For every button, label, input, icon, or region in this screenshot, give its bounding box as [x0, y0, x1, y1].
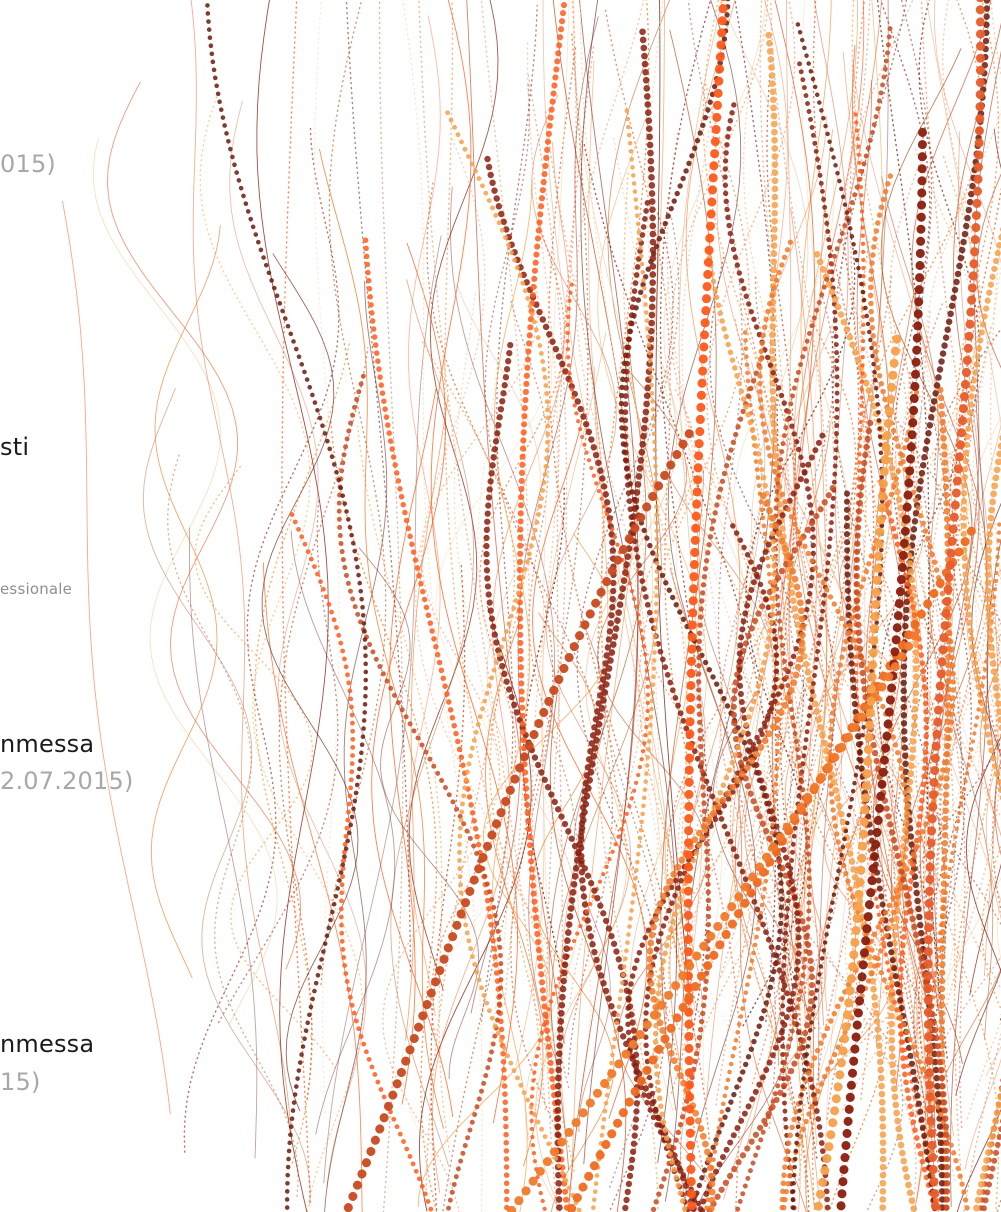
text-line-nmessa-2: nmessa [0, 1030, 95, 1058]
text-line-015: 015) [0, 150, 56, 178]
text-line-essionale: essionale [0, 580, 73, 598]
text-line-15: 15) [0, 1068, 41, 1096]
text-line-nmessa-1: nmessa [0, 730, 95, 758]
text-line-date: 2.07.2015) [0, 767, 134, 795]
text-line-sti: sti [0, 433, 30, 461]
